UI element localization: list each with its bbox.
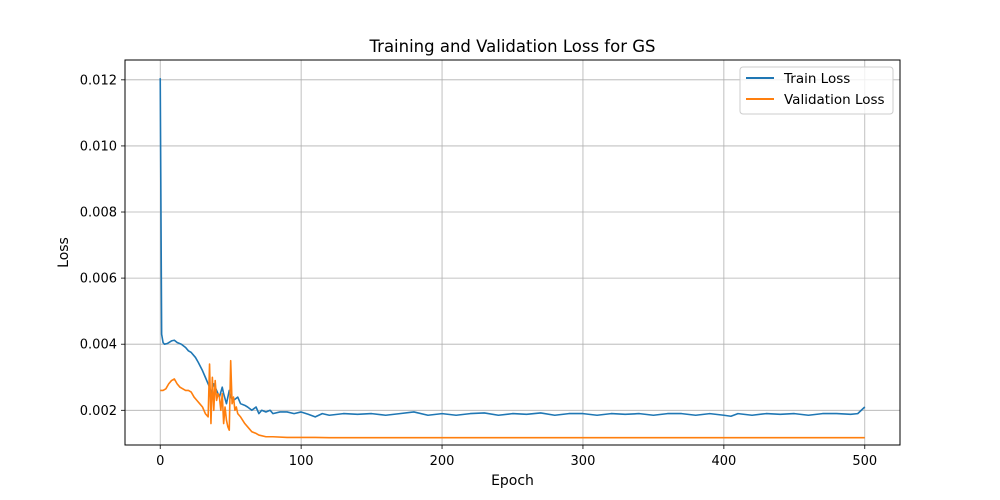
series-lines [159, 78, 866, 439]
x-tick-label: 300 [571, 454, 596, 469]
legend-box [739, 66, 894, 115]
x-tick-label: 500 [852, 454, 877, 469]
x-tick-label: 100 [289, 454, 314, 469]
x-tick-label: 200 [430, 454, 455, 469]
x-tick-label: 400 [711, 454, 736, 469]
x-tick-label: 0 [156, 454, 164, 469]
y-axis-title: Loss [56, 237, 72, 268]
y-tick-label: 0.006 [80, 272, 117, 287]
axis-ticks: 0 100 200 300 400 500 0.002 0.004 0.006 0.008 0.01… [80, 73, 877, 469]
legend-label-train: Train Loss [783, 71, 850, 87]
grid-lines [125, 60, 900, 445]
chart-title: Training and Validation Loss for GS [369, 37, 656, 56]
y-tick-label: 0.010 [80, 139, 117, 154]
plot-frame [124, 59, 901, 446]
y-tick-label: 0.004 [80, 338, 117, 353]
y-tick-label: 0.008 [80, 206, 117, 221]
y-tick-label: 0.012 [80, 73, 117, 88]
y-tick-label: 0.002 [80, 404, 117, 419]
legend: Train Loss Validation Loss [739, 66, 894, 115]
x-axis-title: Epoch [491, 473, 534, 489]
train-loss-line [159, 78, 866, 418]
validation-loss-line [160, 359, 865, 439]
legend-label-validation: Validation Loss [784, 92, 885, 108]
